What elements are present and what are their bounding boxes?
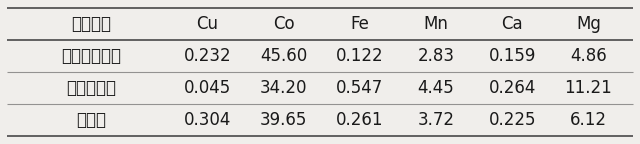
Text: Co: Co [273,15,294,33]
Text: 11.21: 11.21 [564,79,612,97]
Text: 34.20: 34.20 [260,79,307,97]
Text: 0.159: 0.159 [488,47,536,65]
Text: 0.122: 0.122 [336,47,383,65]
Text: 终产品: 终产品 [76,111,106,129]
Text: 0.304: 0.304 [184,111,231,129]
Text: Ca: Ca [501,15,523,33]
Text: 0.225: 0.225 [488,111,536,129]
Text: 2.83: 2.83 [417,47,454,65]
Text: 0.045: 0.045 [184,79,231,97]
Text: Mn: Mn [424,15,449,33]
Text: 0.261: 0.261 [336,111,383,129]
Text: 39.65: 39.65 [260,111,307,129]
Text: 样品名称: 样品名称 [71,15,111,33]
Text: 3.72: 3.72 [417,111,454,129]
Text: 一段氢氧化钴: 一段氢氧化钴 [61,47,122,65]
Text: Mg: Mg [576,15,601,33]
Text: 0.547: 0.547 [336,79,383,97]
Text: 0.264: 0.264 [488,79,536,97]
Text: Fe: Fe [350,15,369,33]
Text: Cu: Cu [196,15,218,33]
Text: 4.86: 4.86 [570,47,607,65]
Text: 6.12: 6.12 [570,111,607,129]
Text: 45.60: 45.60 [260,47,307,65]
Text: 0.232: 0.232 [184,47,231,65]
Text: 二段沉钴渣: 二段沉钴渣 [67,79,116,97]
Text: 4.45: 4.45 [418,79,454,97]
